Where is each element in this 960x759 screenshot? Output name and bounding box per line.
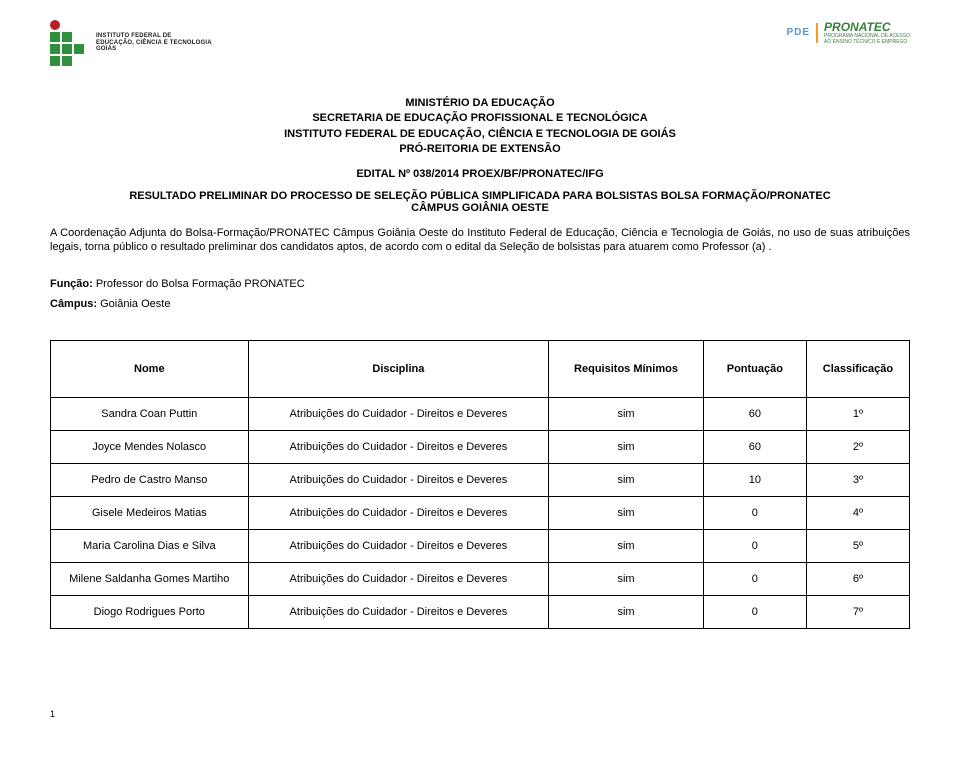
- cell-nome: Sandra Coan Puttin: [51, 397, 249, 430]
- cell-requisitos: sim: [549, 430, 704, 463]
- cell-nome: Diogo Rodrigues Porto: [51, 595, 249, 628]
- title-line-1: MINISTÉRIO DA EDUCAÇÃO: [50, 96, 910, 111]
- cell-nome: Pedro de Castro Manso: [51, 463, 249, 496]
- resultado-block: RESULTADO PRELIMINAR DO PROCESSO DE SELE…: [50, 190, 910, 214]
- ifg-logo: INSTITUTO FEDERAL DE EDUCAÇÃO, CIÊNCIA E…: [50, 20, 212, 66]
- results-table: Nome Disciplina Requisitos Mínimos Pontu…: [50, 340, 910, 629]
- cell-pontuacao: 0: [703, 595, 806, 628]
- cell-disciplina: Atribuições do Cuidador - Direitos e Dev…: [248, 595, 549, 628]
- table-row: Pedro de Castro MansoAtribuições do Cuid…: [51, 463, 910, 496]
- table-row: Joyce Mendes NolascoAtribuições do Cuida…: [51, 430, 910, 463]
- cell-classificacao: 7º: [806, 595, 909, 628]
- cell-pontuacao: 60: [703, 430, 806, 463]
- ifg-text-line-1: INSTITUTO FEDERAL DE: [96, 33, 212, 40]
- cell-classificacao: 2º: [806, 430, 909, 463]
- campus-value: Goiânia Oeste: [100, 298, 170, 310]
- funcao-block: Função: Professor do Bolsa Formação PRON…: [50, 275, 910, 315]
- ifg-text-line-3: GOIÁS: [96, 46, 212, 53]
- table-header-row: Nome Disciplina Requisitos Mínimos Pontu…: [51, 340, 910, 397]
- header-bar: INSTITUTO FEDERAL DE EDUCAÇÃO, CIÊNCIA E…: [50, 20, 910, 66]
- cell-requisitos: sim: [549, 496, 704, 529]
- ifg-logo-circle: [50, 20, 60, 30]
- cell-requisitos: sim: [549, 562, 704, 595]
- title-block: MINISTÉRIO DA EDUCAÇÃO SECRETARIA DE EDU…: [50, 96, 910, 158]
- pde-label: PDE: [786, 27, 810, 38]
- cell-pontuacao: 0: [703, 496, 806, 529]
- cell-disciplina: Atribuições do Cuidador - Direitos e Dev…: [248, 529, 549, 562]
- cell-classificacao: 5º: [806, 529, 909, 562]
- col-header-classificacao: Classificação: [806, 340, 909, 397]
- campus-label: Câmpus:: [50, 298, 100, 310]
- title-line-2: SECRETARIA DE EDUCAÇÃO PROFISSIONAL E TE…: [50, 111, 910, 126]
- funcao-label: Função:: [50, 278, 96, 290]
- table-row: Milene Saldanha Gomes MartihoAtribuições…: [51, 562, 910, 595]
- cell-requisitos: sim: [549, 397, 704, 430]
- cell-disciplina: Atribuições do Cuidador - Direitos e Dev…: [248, 463, 549, 496]
- pronatec-label: PRONATEC: [824, 20, 910, 34]
- table-row: Maria Carolina Dias e SilvaAtribuições d…: [51, 529, 910, 562]
- title-line-3: INSTITUTO FEDERAL DE EDUCAÇÃO, CIÊNCIA E…: [50, 127, 910, 142]
- pde-bar-icon: [816, 23, 818, 43]
- cell-disciplina: Atribuições do Cuidador - Direitos e Dev…: [248, 397, 549, 430]
- resultado-line-2: CÂMPUS GOIÂNIA OESTE: [50, 202, 910, 214]
- ifg-logo-squares: [50, 32, 84, 66]
- pronatec-logo: PDE PRONATEC PROGRAMA NACIONAL DE ACESSO…: [786, 20, 910, 45]
- table-row: Diogo Rodrigues PortoAtribuições do Cuid…: [51, 595, 910, 628]
- resultado-line-1: RESULTADO PRELIMINAR DO PROCESSO DE SELE…: [50, 190, 910, 202]
- edital-line: EDITAL Nº 038/2014 PROEX/BF/PRONATEC/IFG: [50, 168, 910, 180]
- page-number: 1: [50, 709, 910, 719]
- cell-disciplina: Atribuições do Cuidador - Direitos e Dev…: [248, 496, 549, 529]
- cell-requisitos: sim: [549, 595, 704, 628]
- col-header-nome: Nome: [51, 340, 249, 397]
- body-paragraph: A Coordenação Adjunta do Bolsa-Formação/…: [50, 226, 910, 256]
- cell-pontuacao: 10: [703, 463, 806, 496]
- ifg-logo-text: INSTITUTO FEDERAL DE EDUCAÇÃO, CIÊNCIA E…: [96, 33, 212, 53]
- funcao-value: Professor do Bolsa Formação PRONATEC: [96, 278, 305, 290]
- cell-classificacao: 1º: [806, 397, 909, 430]
- cell-requisitos: sim: [549, 529, 704, 562]
- cell-disciplina: Atribuições do Cuidador - Direitos e Dev…: [248, 562, 549, 595]
- cell-classificacao: 4º: [806, 496, 909, 529]
- document-page: INSTITUTO FEDERAL DE EDUCAÇÃO, CIÊNCIA E…: [0, 0, 960, 759]
- cell-nome: Milene Saldanha Gomes Martiho: [51, 562, 249, 595]
- cell-disciplina: Atribuições do Cuidador - Direitos e Dev…: [248, 430, 549, 463]
- cell-nome: Gisele Medeiros Matias: [51, 496, 249, 529]
- cell-pontuacao: 0: [703, 562, 806, 595]
- cell-pontuacao: 0: [703, 529, 806, 562]
- table-row: Sandra Coan PuttinAtribuições do Cuidado…: [51, 397, 910, 430]
- cell-nome: Maria Carolina Dias e Silva: [51, 529, 249, 562]
- table-row: Gisele Medeiros MatiasAtribuições do Cui…: [51, 496, 910, 529]
- col-header-requisitos: Requisitos Mínimos: [549, 340, 704, 397]
- col-header-pontuacao: Pontuação: [703, 340, 806, 397]
- pronatec-sub-2: AO ENSINO TÉCNICO E EMPREGO: [824, 40, 910, 46]
- cell-classificacao: 6º: [806, 562, 909, 595]
- cell-nome: Joyce Mendes Nolasco: [51, 430, 249, 463]
- cell-pontuacao: 60: [703, 397, 806, 430]
- col-header-disciplina: Disciplina: [248, 340, 549, 397]
- cell-classificacao: 3º: [806, 463, 909, 496]
- cell-requisitos: sim: [549, 463, 704, 496]
- title-line-4: PRÓ-REITORIA DE EXTENSÃO: [50, 142, 910, 157]
